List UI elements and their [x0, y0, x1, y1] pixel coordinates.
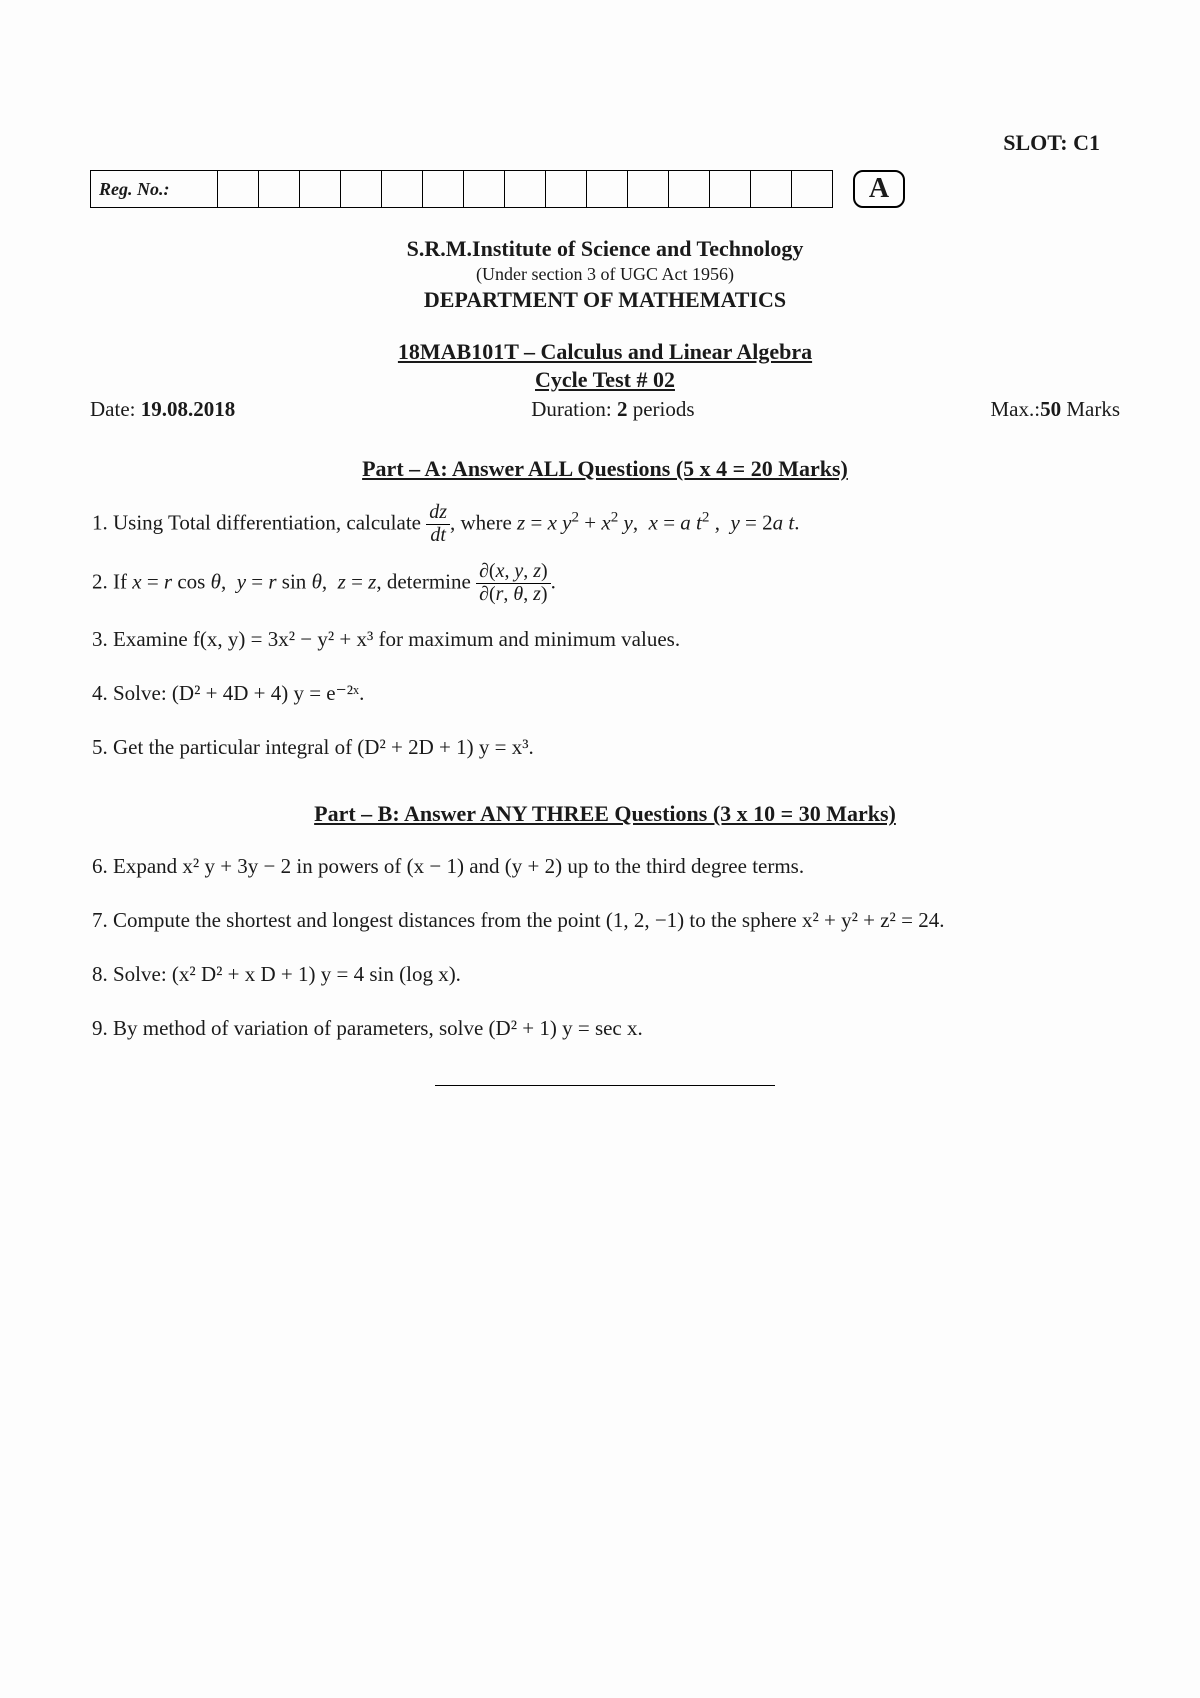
reg-no-cell [464, 171, 505, 208]
duration-suffix: periods [627, 397, 694, 421]
reg-no-row: Reg. No.: A [90, 170, 1120, 208]
reg-no-cell [300, 171, 341, 208]
question-9: 9. By method of variation of parameters,… [92, 1009, 1120, 1049]
question-4: 4. Solve: (D² + 4D + 4) y = e⁻²ˣ. [92, 674, 1120, 714]
reg-no-cell [751, 171, 792, 208]
reg-no-cell [341, 171, 382, 208]
question-8: 8. Solve: (x² D² + x D + 1) y = 4 sin (l… [92, 955, 1120, 995]
reg-no-cell [669, 171, 710, 208]
date-value: 19.08.2018 [141, 397, 236, 421]
q1-text-b: , where [450, 510, 517, 534]
part-a-title: Part – A: Answer ALL Questions (5 x 4 = … [90, 456, 1120, 482]
q1-text-a: 1. Using Total differentiation, calculat… [92, 510, 426, 534]
question-7: 7. Compute the shortest and longest dist… [92, 901, 1120, 941]
question-6: 6. Expand x² y + 3y − 2 in powers of (x … [92, 847, 1120, 887]
date-label: Date: [90, 397, 141, 421]
institute-name: S.R.M.Institute of Science and Technolog… [90, 236, 1120, 262]
part-b-title: Part – B: Answer ANY THREE Questions (3 … [90, 801, 1120, 827]
max-prefix: Max.: [991, 397, 1041, 421]
duration-prefix: Duration: [531, 397, 617, 421]
exam-paper-page: SLOT: C1 Reg. No.: A S.R.M.Institute of … [0, 0, 1200, 1698]
q1-fraction: dz dt [426, 502, 450, 547]
question-2: 2. If x = r cos θ, y = r sin θ, z = z, d… [92, 561, 1120, 606]
meta-row: Date: 19.08.2018 Duration: 2 periods Max… [90, 397, 1120, 422]
slot-label: SLOT: C1 [1003, 130, 1100, 156]
reg-no-cell [382, 171, 423, 208]
duration-field: Duration: 2 periods [235, 397, 990, 422]
course-title: 18MAB101T – Calculus and Linear Algebra [90, 339, 1120, 365]
max-suffix: Marks [1061, 397, 1120, 421]
duration-value: 2 [617, 397, 628, 421]
date-field: Date: 19.08.2018 [90, 397, 235, 422]
ugc-act-line: (Under section 3 of UGC Act 1956) [90, 264, 1120, 285]
q2-fraction: ∂(x, y, z) ∂(r, θ, z) [476, 561, 551, 606]
question-5: 5. Get the particular integral of (D² + … [92, 728, 1120, 768]
reg-no-cell [546, 171, 587, 208]
q2-text-a: 2. If [92, 569, 132, 593]
reg-no-cell [587, 171, 628, 208]
question-3: 3. Examine f(x, y) = 3x² − y² + x³ for m… [92, 620, 1120, 660]
reg-no-cell [792, 171, 833, 208]
reg-no-cell [710, 171, 751, 208]
end-rule [435, 1085, 775, 1086]
set-letter-box: A [853, 170, 905, 208]
reg-no-cell [628, 171, 669, 208]
reg-no-table: Reg. No.: [90, 170, 833, 208]
q2-text-b: , determine [376, 569, 476, 593]
question-1: 1. Using Total differentiation, calculat… [92, 502, 1120, 547]
reg-no-cell [505, 171, 546, 208]
reg-no-cell [423, 171, 464, 208]
department-name: DEPARTMENT OF MATHEMATICS [90, 287, 1120, 313]
max-marks-field: Max.:50 Marks [991, 397, 1121, 422]
reg-no-cell [259, 171, 300, 208]
reg-no-label: Reg. No.: [91, 171, 218, 208]
max-value: 50 [1040, 397, 1061, 421]
reg-no-cell [218, 171, 259, 208]
cycle-test-line: Cycle Test # 02 [90, 367, 1120, 393]
